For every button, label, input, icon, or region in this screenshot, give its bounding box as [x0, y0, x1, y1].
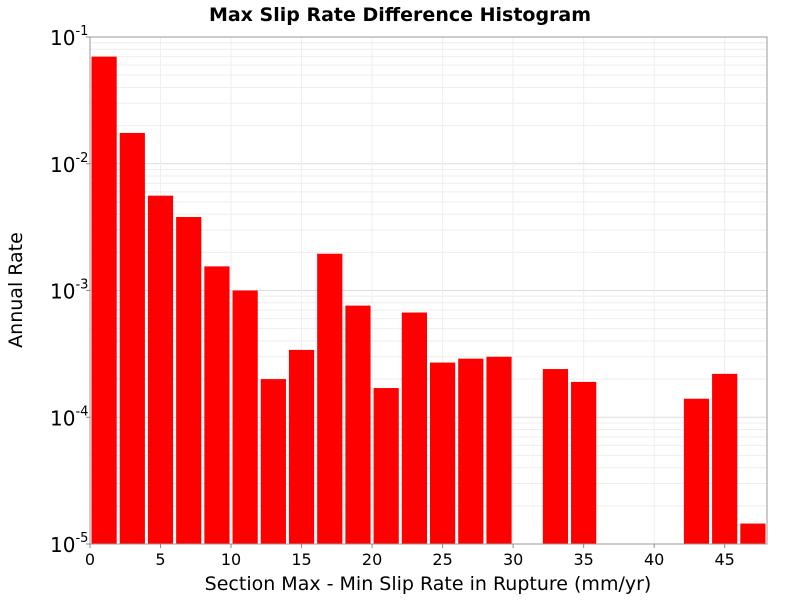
histogram-bar-9	[345, 305, 371, 544]
histogram-bar-4	[204, 266, 230, 544]
histogram-bar-15	[542, 369, 569, 544]
histogram-bar-10	[373, 388, 399, 544]
histogram-bar-17	[683, 398, 710, 544]
histogram-bar-13	[458, 358, 484, 544]
histogram-bar-14	[486, 356, 512, 544]
histogram-bar-2	[147, 195, 174, 544]
x-tick-label: 15	[291, 550, 311, 569]
y-tick-label: 10-1	[50, 24, 88, 50]
histogram-bar-16	[571, 381, 597, 544]
chart-title: Max Slip Rate Difference Histogram	[209, 4, 591, 26]
x-tick-label: 30	[503, 550, 523, 569]
x-tick-label: 25	[432, 550, 452, 569]
y-tick-label: 10-3	[50, 278, 88, 304]
histogram-bar-18	[712, 373, 738, 544]
histogram-bar-5	[232, 290, 258, 544]
bars-group	[91, 56, 766, 545]
x-axis-ticks: 0 5 10 15 20 25 30 35 40 45	[85, 544, 735, 569]
x-tick-label: 20	[362, 550, 382, 569]
y-axis-ticks: 10-1 10-2 10-3 10-4 10-5	[50, 24, 90, 557]
x-tick-label: 10	[221, 550, 241, 569]
x-tick-label: 45	[715, 550, 735, 569]
y-tick-label: 10-2	[50, 151, 88, 177]
histogram-bar-0	[91, 56, 117, 545]
histogram-bar-1	[119, 132, 145, 544]
histogram-bar-6	[260, 379, 286, 544]
y-tick-label: 10-5	[50, 531, 88, 557]
histogram-bar-7	[288, 349, 315, 544]
x-axis-label: Section Max - Min Slip Rate in Rupture (…	[205, 573, 652, 595]
y-tick-label: 10-4	[50, 404, 88, 430]
histogram-bar-8	[317, 253, 343, 545]
x-tick-label: 35	[573, 550, 593, 569]
x-tick-label: 5	[155, 550, 165, 569]
histogram-bar-11	[401, 312, 427, 544]
x-tick-label: 40	[644, 550, 664, 569]
histogram-bar-3	[176, 217, 202, 544]
y-axis-label: Annual Rate	[5, 232, 27, 348]
histogram-bar-19	[740, 523, 766, 544]
histogram-bar-12	[430, 362, 456, 544]
x-tick-label: 0	[85, 550, 95, 569]
